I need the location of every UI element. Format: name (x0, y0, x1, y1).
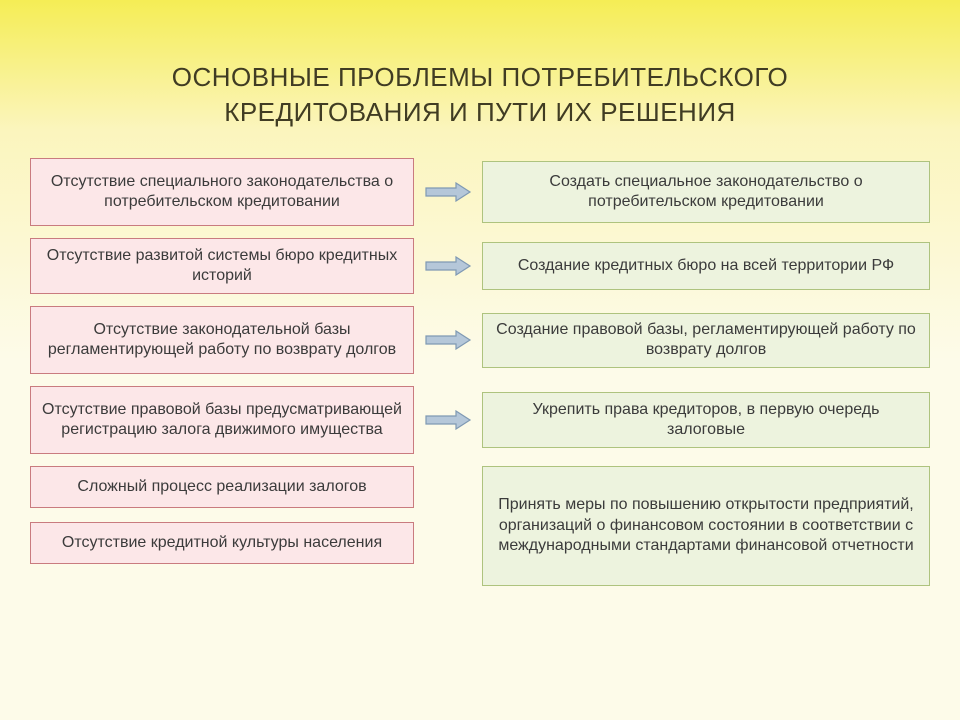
problem-solution-row: Отсутствие правовой базы предусматривающ… (30, 386, 930, 454)
problem-box: Отсутствие законодательной базы регламен… (30, 306, 414, 374)
solution-box: Создать специальное законодательство о п… (482, 161, 930, 223)
page-title: ОСНОВНЫЕ ПРОБЛЕМЫ ПОТРЕБИТЕЛЬСКОГО КРЕДИ… (0, 0, 960, 158)
solution-box: Принять меры по повышению открытости пре… (482, 466, 930, 586)
arrow-icon (424, 182, 472, 202)
last-arrow-gap (414, 466, 482, 586)
problem-box: Отсутствие развитой системы бюро кредитн… (30, 238, 414, 294)
solution-box: Создание кредитных бюро на всей территор… (482, 242, 930, 290)
problem-box: Отсутствие специального законодательства… (30, 158, 414, 226)
problem-box: Отсутствие кредитной культуры населения (30, 522, 414, 564)
arrow-icon (424, 410, 472, 430)
arrow-icon (424, 330, 472, 350)
last-left-column: Сложный процесс реализации залогов Отсутс… (30, 466, 414, 586)
arrow (414, 330, 482, 350)
last-right-column: Принять меры по повышению открытости пре… (482, 466, 930, 586)
last-block: Сложный процесс реализации залогов Отсутс… (0, 466, 960, 586)
arrow (414, 256, 482, 276)
arrow (414, 410, 482, 430)
problem-solution-row: Отсутствие законодательной базы регламен… (30, 306, 930, 374)
solution-box: Создание правовой базы, регламентирующей… (482, 313, 930, 368)
solution-box: Укрепить права кредиторов, в первую очер… (482, 392, 930, 448)
problem-box: Сложный процесс реализации залогов (30, 466, 414, 508)
problem-box: Отсутствие правовой базы предусматривающ… (30, 386, 414, 454)
arrow (414, 182, 482, 202)
rows-container: Отсутствие специального законодательства… (0, 158, 960, 454)
problem-solution-row: Отсутствие развитой системы бюро кредитн… (30, 238, 930, 294)
problem-solution-row: Отсутствие специального законодательства… (30, 158, 930, 226)
arrow-icon (424, 256, 472, 276)
